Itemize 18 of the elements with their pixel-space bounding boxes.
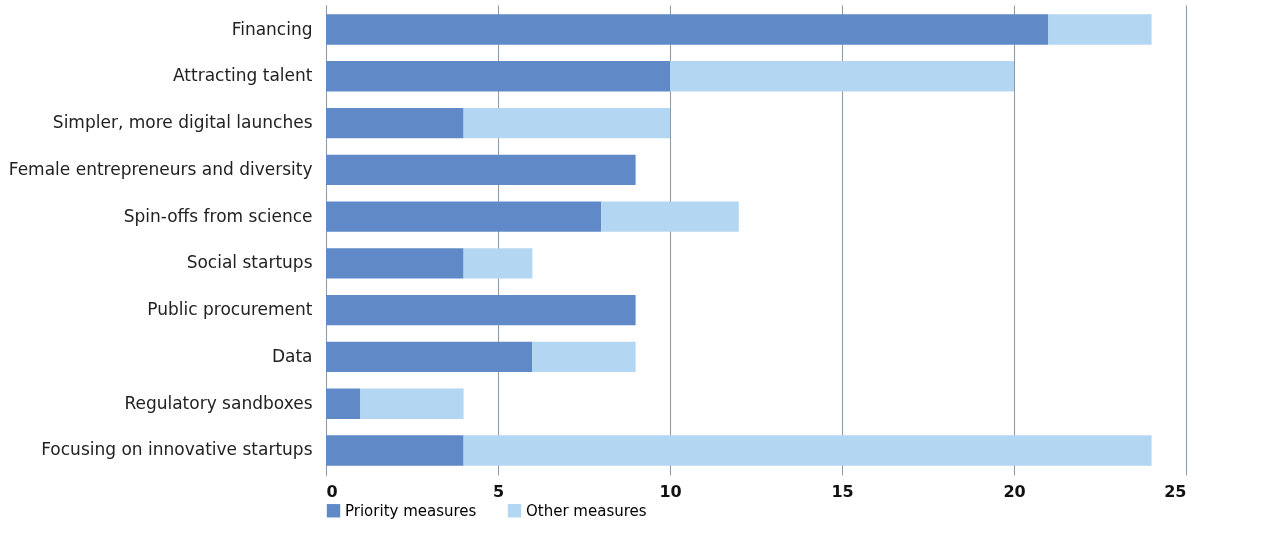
x-tick-label: 10 <box>659 481 682 501</box>
y-tick-label: Regulatory sandboxes <box>124 392 313 413</box>
x-tick-label: 20 <box>1003 481 1026 501</box>
y-tick-label: Focusing on innovative startups <box>41 439 313 460</box>
y-tick-label: Spin-offs from science <box>123 205 313 226</box>
y-tick-label: Attracting talent <box>173 65 313 86</box>
y-tick-label: Financing <box>231 18 313 39</box>
x-tick-label: 15 <box>831 481 854 501</box>
y-tick-label: Data <box>271 345 313 366</box>
x-tick-label: 0 <box>326 481 338 501</box>
y-tick-label: Simpler, more digital launches <box>52 112 313 133</box>
y-tick-label: Female entrepreneurs and diversity <box>8 158 313 179</box>
legend-label: Priority measures <box>345 501 477 520</box>
x-tick-label: 5 <box>492 481 505 501</box>
y-tick-label: Public procurement <box>147 299 313 320</box>
y-tick-label: Social startups <box>186 252 313 273</box>
legend-label: Other measures <box>526 501 647 520</box>
x-tick-label: 25 <box>1164 481 1187 501</box>
